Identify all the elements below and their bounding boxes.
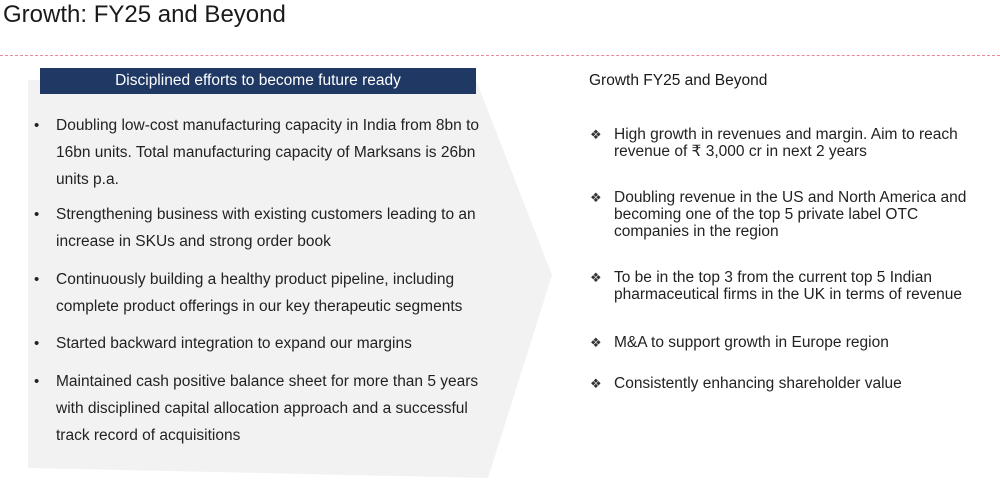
list-item-text: M&A to support growth in Europe region bbox=[614, 334, 889, 351]
bullet-icon: • bbox=[34, 117, 40, 134]
bullet-icon: • bbox=[34, 206, 40, 223]
list-item-text: High growth in revenues and margin. Aim … bbox=[614, 126, 958, 160]
list-item-text: Maintained cash positive balance sheet f… bbox=[56, 373, 479, 444]
diamond-bullet-icon: ❖ bbox=[590, 335, 602, 350]
list-item-text: To be in the top 3 from the current top … bbox=[614, 269, 963, 303]
list-item: ❖ Consistently enhancing shareholder val… bbox=[590, 375, 990, 392]
left-bullet-list: • Doubling low-cost manufacturing capaci… bbox=[32, 112, 492, 449]
right-bullet-list: ❖ High growth in revenues and margin. Ai… bbox=[590, 126, 990, 392]
diamond-bullet-icon: ❖ bbox=[590, 376, 602, 391]
list-item-text: Strengthening business with existing cus… bbox=[56, 206, 476, 250]
page-title: Growth: FY25 and Beyond bbox=[3, 1, 286, 28]
list-item: • Strengthening business with existing c… bbox=[32, 201, 492, 255]
bullet-icon: • bbox=[34, 271, 40, 288]
dashed-divider bbox=[0, 55, 1000, 56]
list-item-text: Started backward integration to expand o… bbox=[56, 335, 412, 352]
right-panel-title: Growth FY25 and Beyond bbox=[589, 72, 768, 89]
list-item-text: Doubling low-cost manufacturing capacity… bbox=[56, 117, 480, 188]
list-item: ❖ High growth in revenues and margin. Ai… bbox=[590, 126, 990, 160]
list-item-text: Continuously building a healthy product … bbox=[56, 271, 463, 315]
left-panel-header: Disciplined efforts to become future rea… bbox=[40, 68, 476, 94]
list-item: • Maintained cash positive balance sheet… bbox=[32, 368, 492, 449]
list-item: ❖ Doubling revenue in the US and North A… bbox=[590, 189, 990, 240]
diamond-bullet-icon: ❖ bbox=[590, 190, 602, 205]
list-item: • Doubling low-cost manufacturing capaci… bbox=[32, 112, 492, 193]
list-item-text: Consistently enhancing shareholder value bbox=[614, 375, 902, 392]
list-item: • Started backward integration to expand… bbox=[32, 330, 492, 357]
diamond-bullet-icon: ❖ bbox=[590, 270, 602, 285]
bullet-icon: • bbox=[34, 373, 40, 390]
list-item: • Continuously building a healthy produc… bbox=[32, 266, 492, 320]
diamond-bullet-icon: ❖ bbox=[590, 127, 602, 142]
list-item: ❖ M&A to support growth in Europe region bbox=[590, 334, 990, 351]
list-item: ❖ To be in the top 3 from the current to… bbox=[590, 269, 990, 303]
bullet-icon: • bbox=[34, 335, 40, 352]
list-item-text: Doubling revenue in the US and North Ame… bbox=[614, 189, 967, 240]
